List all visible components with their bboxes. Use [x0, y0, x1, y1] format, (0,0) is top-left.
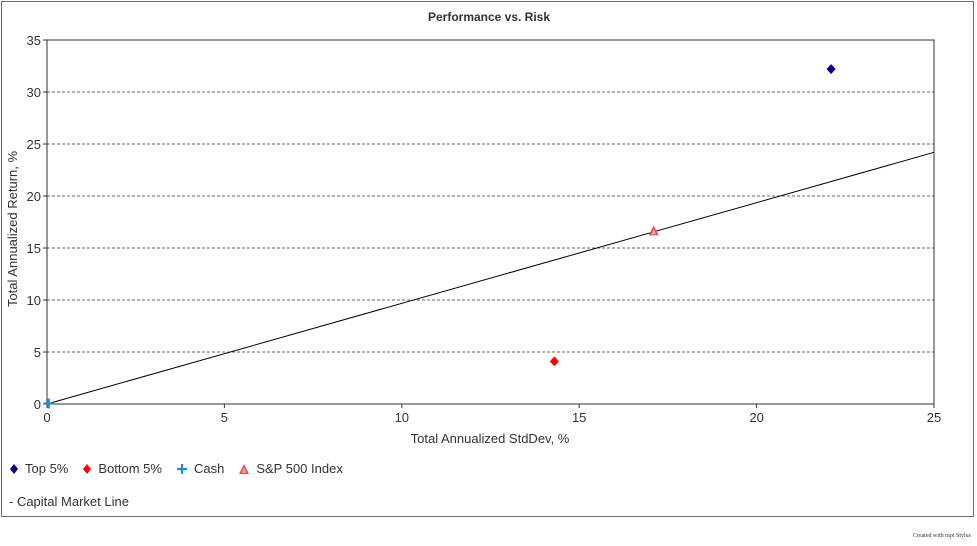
diamond-icon: [83, 463, 92, 474]
y-tick-label: 35: [27, 33, 41, 48]
y-axis-label: Total Annualized Return, %: [5, 151, 20, 308]
x-axis-label: Total Annualized StdDev, %: [411, 431, 570, 446]
x-tick-label: 5: [221, 410, 228, 425]
y-tick-label: 20: [27, 189, 41, 204]
chart-frame: [1, 1, 974, 517]
y-tick-label: 15: [27, 241, 41, 256]
points-layer: [43, 64, 836, 409]
triangle-icon: [239, 463, 250, 474]
axes: 0 5 10 15 20 25 30 35 0 5 10 15 20 25: [27, 33, 942, 425]
chart-title: Performance vs. Risk: [428, 10, 550, 24]
x-tick-label: 20: [749, 410, 763, 425]
plus-icon: [176, 463, 187, 474]
legend-item-top: Top 5%: [9, 461, 68, 476]
lines-layer: [46, 151, 935, 405]
data-point-triangle-highlight: [651, 228, 657, 235]
data-point-diamond: [826, 64, 836, 75]
legend-line-entry: - Capital Market Line: [9, 494, 129, 509]
legend-label-sp500: S&P 500 Index: [256, 461, 343, 476]
legend-item-cash: Cash: [176, 461, 224, 476]
y-tick-label: 25: [27, 137, 41, 152]
y-tick-label: 30: [27, 85, 41, 100]
x-tick-label: 25: [927, 410, 941, 425]
x-tick-label: 15: [572, 410, 586, 425]
y-tick-label: 10: [27, 293, 41, 308]
y-tick-label: 5: [34, 345, 41, 360]
legend: Top 5% Bottom 5% Cash S&P 500 Index: [9, 461, 357, 476]
data-point-diamond: [549, 356, 559, 367]
grid-lines: [47, 91, 934, 353]
legend-label-cash: Cash: [193, 461, 225, 476]
plot-area: [46, 39, 935, 405]
capital-market-line: [46, 151, 935, 405]
legend-label-bottom: Bottom 5%: [98, 461, 162, 476]
legend-label-top: Top 5%: [25, 461, 69, 476]
credit-text: Created with mpi Stylus: [912, 533, 971, 539]
diamond-icon: [10, 463, 18, 474]
x-tick-label: 10: [395, 410, 409, 425]
legend-label-cml: - Capital Market Line: [9, 494, 129, 509]
x-tick-label: 0: [43, 410, 50, 425]
legend-item-sp500: S&P 500 Index: [238, 461, 343, 476]
y-tick-label: 0: [34, 397, 41, 412]
legend-item-bottom: Bottom 5%: [82, 461, 162, 476]
data-point-plus: [43, 398, 54, 409]
